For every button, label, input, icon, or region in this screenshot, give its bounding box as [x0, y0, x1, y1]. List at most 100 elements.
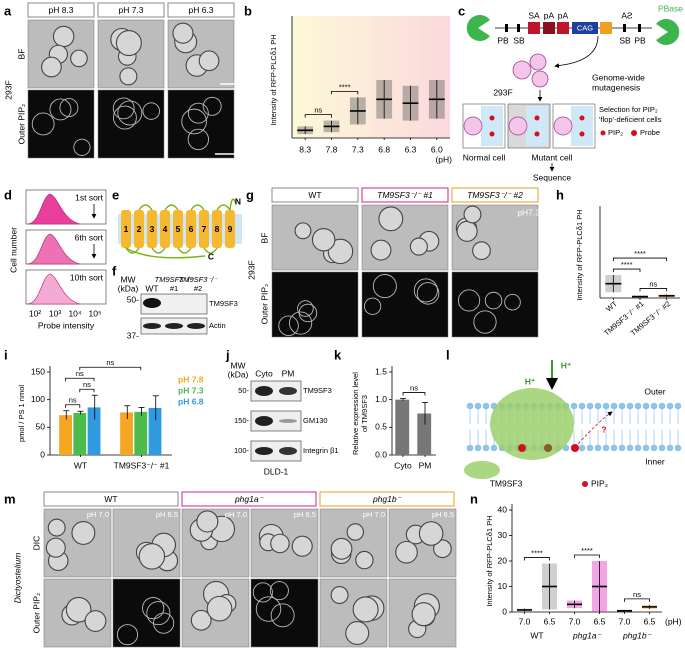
marker: 50-: [127, 294, 139, 304]
comparison-bracket: [79, 366, 142, 371]
y-tick-label: 0: [502, 606, 507, 616]
ph-label: pH 7.0: [225, 510, 247, 519]
organism: Dictyostelium: [12, 553, 22, 604]
mw: (kDa): [118, 283, 139, 293]
cell: [416, 282, 440, 305]
significance: ns: [83, 380, 91, 389]
panel-letter: b: [244, 3, 252, 18]
header-box: [319, 491, 455, 507]
cell: [289, 311, 313, 335]
element-label: PB: [497, 35, 509, 45]
cell: [172, 22, 194, 44]
bar: [59, 415, 72, 455]
cell: [457, 289, 481, 312]
band: [279, 387, 297, 395]
band-label: Integrin β1: [303, 446, 339, 455]
lipid-head: [666, 402, 674, 410]
cell: [363, 297, 382, 315]
enzyme: [466, 15, 490, 42]
lipid-head: [626, 444, 634, 452]
x-tick-label: PM: [419, 460, 432, 470]
cell: [463, 116, 483, 136]
header: pH 8.3: [48, 5, 73, 15]
ph-label: pH 7.0: [87, 510, 109, 519]
marker: 150-: [234, 416, 250, 425]
legend-swatch: [600, 130, 606, 136]
significance: ****: [634, 249, 646, 258]
lipid-head: [674, 402, 682, 410]
panel-letter: d: [4, 187, 12, 202]
lipid-head: [466, 444, 474, 452]
bar: [73, 412, 87, 455]
protein: [464, 461, 500, 479]
y-axis-label: Intensity of RFP-PLCδ1 PH: [575, 209, 584, 300]
annotation: 'flop'-deficient cells: [599, 115, 662, 124]
x-tick-label: 7.0: [619, 616, 631, 626]
bar: [417, 413, 432, 455]
lipid-head: [570, 402, 578, 410]
lipid-head: [658, 402, 666, 410]
lipid-head: [602, 444, 610, 452]
cell: [531, 70, 549, 88]
cell: [206, 595, 233, 622]
cell: [117, 100, 143, 126]
segment-label: 8: [215, 224, 220, 234]
band: [279, 419, 297, 423]
membrane: [526, 106, 548, 146]
marker: 100-: [234, 446, 250, 455]
band: [279, 447, 297, 455]
band-label: TM9SF3: [209, 299, 238, 308]
header: phg1b⁻: [372, 494, 403, 504]
loop: [229, 198, 237, 211]
x-tick-label: 7.0: [569, 616, 581, 626]
cell: [198, 50, 220, 72]
lipid: [534, 115, 540, 121]
lipid-head: [610, 444, 618, 452]
y-tick-label: 100: [31, 394, 45, 404]
band: [143, 298, 161, 308]
histogram: [27, 233, 81, 265]
cell: [512, 60, 532, 80]
segment-label: 7: [202, 224, 207, 234]
lipid-head: [618, 444, 626, 452]
mw: (kDa): [228, 369, 249, 379]
proton: H⁺: [525, 376, 536, 386]
cell: [47, 518, 66, 537]
header: TM9SF3⁻/⁻ #2: [467, 190, 523, 200]
lipid: [571, 444, 579, 452]
blot: [250, 440, 302, 462]
lipid-head: [466, 402, 474, 410]
pbase: PBase: [658, 3, 683, 13]
header: WT: [104, 494, 117, 504]
micrograph: [27, 89, 95, 159]
cell-line: 293F: [493, 87, 512, 97]
annotation: Mutant cell: [531, 152, 572, 162]
panel-letter: e: [112, 187, 119, 202]
cell: [153, 612, 175, 634]
x-tick-label: 7.8: [326, 144, 338, 154]
cell: [65, 596, 92, 623]
header: WT: [308, 190, 321, 200]
cell: [346, 523, 365, 541]
side-label: Inner: [645, 456, 665, 466]
comparison-bracket: [612, 268, 641, 273]
cell: [146, 601, 171, 626]
y-tick-label: 0.5: [375, 422, 387, 432]
comparison-bracket: [612, 257, 668, 262]
arrow: [554, 35, 599, 69]
legend-label: pH 7.8: [178, 374, 204, 384]
annotation: mutagenesis: [592, 82, 640, 92]
lipid-head: [586, 402, 594, 410]
lipid-head: [594, 444, 602, 452]
cell: [529, 53, 547, 71]
lipid-head: [578, 402, 586, 410]
sort-label: 10th sort: [70, 272, 104, 282]
mw: MW: [120, 274, 135, 284]
micrograph: [361, 271, 449, 338]
lane-label: #2: [194, 284, 202, 293]
lipid-head: [666, 444, 674, 452]
membrane: [571, 106, 593, 146]
lipid-head: [626, 402, 634, 410]
x-axis-label: (pH): [665, 616, 682, 626]
cell: [138, 543, 166, 570]
